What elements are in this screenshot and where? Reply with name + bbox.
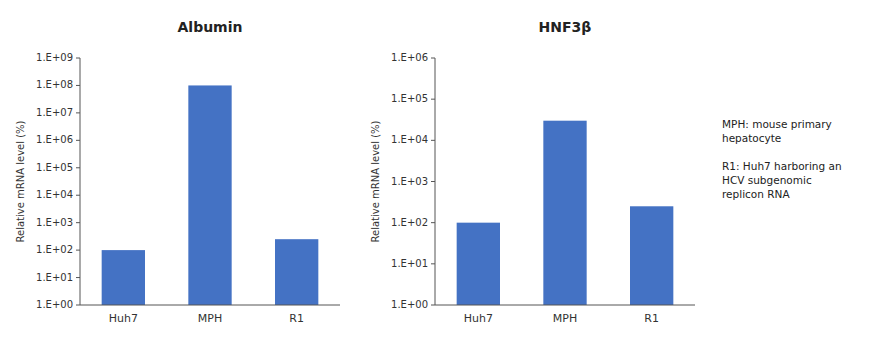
x-tick-label: Huh7 — [464, 312, 493, 325]
y-tick-label: 1.E+01 — [391, 258, 428, 269]
figure: 1.E+00 1.E+01 1.E+02 1.E+03 1.E+04 1.E+05 1.E+… — [0, 0, 871, 351]
y-tick-label: 1.E+06 — [391, 52, 428, 63]
y-tick-label: 1.E+03 — [36, 217, 73, 228]
chart: 1.E+00 1.E+01 1.E+02 1.E+03 1.E+04 1.E+05 1.E+… — [15, 19, 340, 325]
y-tick — [76, 140, 80, 141]
y-tick — [76, 305, 80, 306]
y-tick — [76, 112, 80, 113]
bar — [188, 85, 231, 305]
x-tick-label: Huh7 — [109, 312, 138, 325]
y-tick-label: 1.E+07 — [36, 107, 73, 118]
y-tick-label: 1.E+03 — [391, 176, 428, 187]
y-tick — [431, 222, 435, 223]
y-tick-label: 1.E+02 — [36, 244, 73, 255]
y-tick — [76, 222, 80, 223]
x-tick-label: MPH — [553, 312, 577, 325]
bars — [102, 85, 319, 305]
annotation: HCV subgenomic — [722, 174, 812, 186]
y-tick — [431, 263, 435, 264]
bar — [630, 206, 673, 305]
y-tick-label: 1.E+04 — [36, 189, 73, 200]
title: HNF3β — [539, 19, 592, 35]
y-tick — [76, 277, 80, 278]
bar — [275, 239, 318, 305]
chart: 1.E+00 1.E+01 1.E+02 1.E+03 1.E+04 1.E+05 1.E+… — [370, 19, 695, 325]
y-axis-label: Relative mRNA level (%) — [370, 120, 381, 242]
annotation: replicon RNA — [722, 188, 790, 200]
bar — [543, 121, 586, 305]
x-tick-label: MPH — [198, 312, 222, 325]
y-tick — [431, 181, 435, 182]
y-tick-label: 1.E+02 — [391, 217, 428, 228]
y-tick-label: 1.E+05 — [36, 162, 73, 173]
y-tick-label: 1.E+05 — [391, 93, 428, 104]
y-axis-line — [80, 58, 81, 305]
y-tick — [431, 58, 435, 59]
y-tick — [76, 58, 80, 59]
y-tick — [76, 85, 80, 86]
title: Albumin — [178, 19, 243, 35]
y-axis-label: Relative mRNA level (%) — [15, 120, 26, 242]
y-tick-label: 1.E+01 — [36, 272, 73, 283]
x-tick-label: R1 — [289, 312, 304, 325]
y-tick-label: 1.E+00 — [391, 299, 428, 310]
y-tick — [76, 167, 80, 168]
annotation: R1: Huh7 harboring an — [722, 160, 842, 172]
bars — [457, 121, 674, 305]
y-tick — [431, 305, 435, 306]
annotation: hepatocyte — [722, 132, 781, 144]
bar — [102, 250, 145, 305]
x-tick-label: R1 — [644, 312, 659, 325]
y-tick — [431, 99, 435, 100]
y-tick-label: 1.E+00 — [36, 299, 73, 310]
y-tick — [431, 140, 435, 141]
bar — [457, 223, 500, 305]
annotation: MPH: mouse primary — [722, 118, 832, 130]
x-axis-line — [435, 305, 695, 306]
annotation-block: MPH: mouse primary hepatocyte R1: Huh7 har… — [722, 118, 842, 200]
y-tick-label: 1.E+09 — [36, 52, 73, 63]
y-tick-label: 1.E+08 — [36, 79, 73, 90]
x-axis-line — [80, 305, 340, 306]
y-tick — [76, 195, 80, 196]
y-tick-label: 1.E+04 — [391, 134, 428, 145]
y-tick — [76, 250, 80, 251]
y-tick-label: 1.E+06 — [36, 134, 73, 145]
